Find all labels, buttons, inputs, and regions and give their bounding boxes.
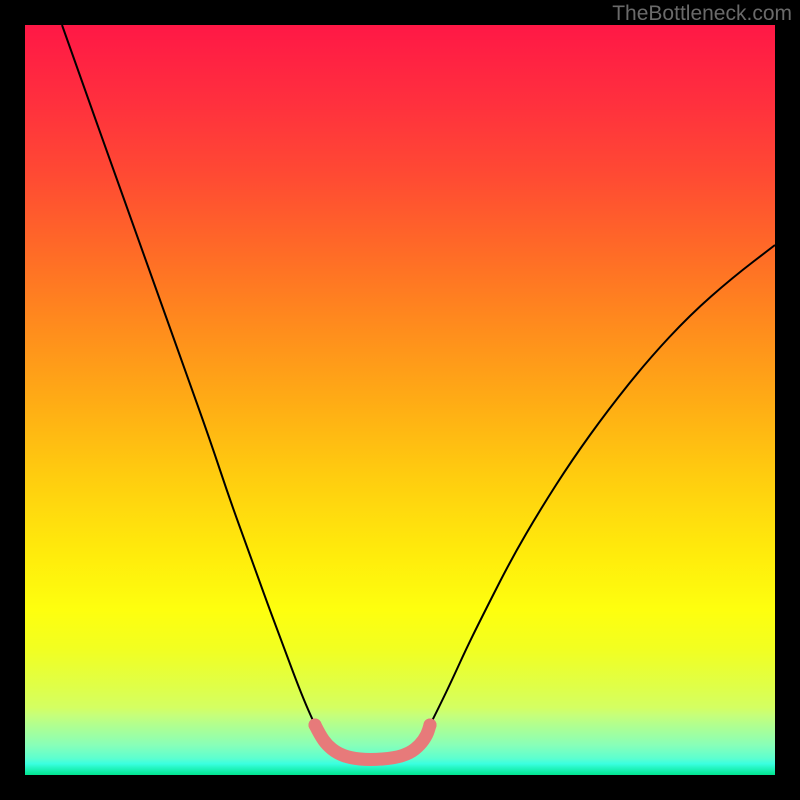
highlight-endpoint-right	[424, 719, 437, 732]
watermark-text: TheBottleneck.com	[612, 2, 792, 26]
gradient-background	[25, 25, 775, 775]
highlight-endpoint-left	[309, 719, 322, 732]
chart-container: TheBottleneck.com	[0, 0, 800, 800]
bottleneck-chart	[0, 0, 800, 800]
